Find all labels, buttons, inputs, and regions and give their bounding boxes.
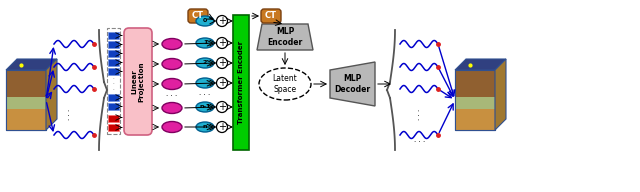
Text: +: +: [218, 16, 226, 26]
Ellipse shape: [162, 39, 182, 50]
Text: 0: 0: [203, 18, 207, 23]
Text: +: +: [218, 78, 226, 88]
Text: · · ·: · · ·: [417, 108, 423, 120]
Circle shape: [216, 57, 227, 69]
Text: n-1: n-1: [199, 104, 211, 109]
Bar: [108, 115, 119, 122]
Text: Latent
Space: Latent Space: [273, 74, 298, 94]
Polygon shape: [6, 70, 46, 130]
Polygon shape: [330, 62, 375, 106]
Polygon shape: [6, 59, 57, 70]
Text: ·
·
·: · · ·: [113, 76, 115, 92]
Polygon shape: [257, 24, 313, 50]
Ellipse shape: [259, 68, 311, 100]
FancyBboxPatch shape: [188, 9, 208, 23]
Ellipse shape: [196, 102, 214, 112]
Circle shape: [216, 122, 227, 132]
Circle shape: [216, 16, 227, 26]
Bar: [108, 124, 119, 131]
Ellipse shape: [162, 59, 182, 70]
Text: MLP
Decoder: MLP Decoder: [335, 74, 371, 94]
Polygon shape: [455, 97, 495, 109]
Text: CT: CT: [192, 12, 204, 21]
Polygon shape: [455, 70, 495, 97]
Text: +: +: [218, 122, 226, 132]
Text: · · ·: · · ·: [67, 108, 73, 120]
Polygon shape: [455, 59, 506, 70]
Ellipse shape: [196, 58, 214, 68]
Bar: [108, 68, 119, 75]
Text: Linear
Projection: Linear Projection: [131, 61, 145, 102]
Ellipse shape: [162, 79, 182, 89]
Text: +: +: [218, 102, 226, 112]
Bar: [233, 15, 249, 150]
FancyBboxPatch shape: [261, 9, 281, 23]
Text: Transformer Encoder: Transformer Encoder: [238, 41, 244, 124]
Circle shape: [216, 37, 227, 49]
Ellipse shape: [196, 16, 214, 26]
Ellipse shape: [196, 78, 214, 88]
Ellipse shape: [162, 122, 182, 132]
Bar: [108, 32, 119, 39]
Bar: [107, 28, 120, 134]
Text: +: +: [218, 58, 226, 68]
Text: 2: 2: [203, 60, 207, 65]
Ellipse shape: [162, 103, 182, 113]
Polygon shape: [455, 109, 495, 130]
Polygon shape: [46, 59, 57, 130]
Text: CT: CT: [265, 12, 277, 21]
Text: · · ·: · · ·: [166, 93, 178, 99]
Polygon shape: [6, 109, 46, 130]
Bar: [108, 41, 119, 48]
Bar: [108, 103, 119, 110]
Circle shape: [216, 78, 227, 89]
Text: · · ·: · · ·: [200, 92, 211, 98]
Bar: [108, 50, 119, 57]
Text: MLP
Encoder: MLP Encoder: [268, 27, 303, 47]
Polygon shape: [6, 97, 46, 109]
Circle shape: [216, 102, 227, 113]
Bar: [108, 59, 119, 66]
Text: +: +: [218, 38, 226, 48]
Text: · · ·: · · ·: [414, 139, 426, 145]
Ellipse shape: [196, 38, 214, 48]
Text: 1: 1: [203, 41, 207, 46]
Polygon shape: [495, 59, 506, 130]
Polygon shape: [6, 70, 46, 97]
Polygon shape: [455, 70, 495, 130]
Text: n: n: [203, 124, 207, 129]
Bar: [108, 94, 119, 101]
Ellipse shape: [196, 122, 214, 132]
FancyBboxPatch shape: [124, 28, 152, 135]
